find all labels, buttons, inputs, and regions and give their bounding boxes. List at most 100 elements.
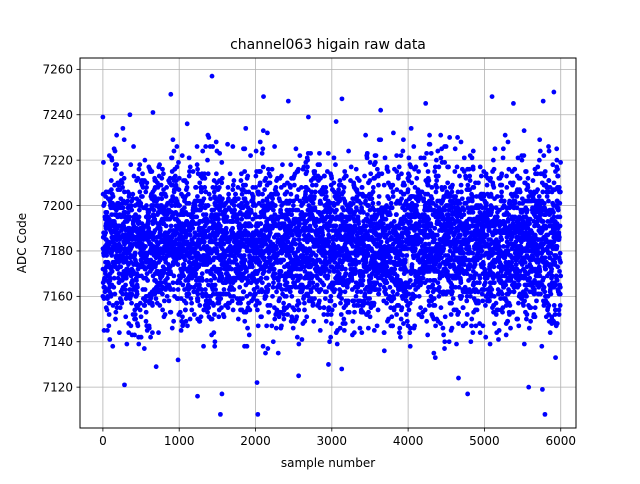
data-point [230, 187, 235, 192]
data-point [185, 323, 190, 328]
data-point [140, 194, 145, 199]
data-point [213, 287, 218, 292]
data-point [213, 237, 218, 242]
data-point [232, 203, 237, 208]
data-point [470, 199, 475, 204]
data-point [202, 239, 207, 244]
data-point [438, 155, 443, 160]
data-point [107, 337, 112, 342]
data-point [145, 278, 150, 283]
data-point [368, 314, 373, 319]
data-point [395, 292, 400, 297]
data-point [414, 176, 419, 181]
data-point [426, 217, 431, 222]
data-point [342, 328, 347, 333]
data-point [226, 196, 231, 201]
data-point [296, 308, 301, 313]
data-point [109, 187, 114, 192]
data-point [258, 180, 263, 185]
data-point [360, 283, 365, 288]
data-point [329, 321, 334, 326]
data-point [171, 287, 176, 292]
data-point [361, 278, 366, 283]
data-point [281, 258, 286, 263]
data-point [127, 215, 132, 220]
data-point [184, 180, 189, 185]
data-point [245, 326, 250, 331]
data-point [219, 305, 224, 310]
data-point [216, 314, 221, 319]
data-point [459, 140, 464, 145]
data-point [242, 253, 247, 258]
data-point [110, 344, 115, 349]
data-point [335, 342, 340, 347]
data-point [388, 212, 393, 217]
data-point [156, 330, 161, 335]
data-point [197, 319, 202, 324]
data-point [463, 321, 468, 326]
data-point [277, 314, 282, 319]
data-point [311, 301, 316, 306]
data-point [409, 126, 414, 131]
data-point [312, 194, 317, 199]
data-point [231, 308, 236, 313]
data-point [211, 303, 216, 308]
data-point [421, 196, 426, 201]
data-point [242, 319, 247, 324]
data-point [374, 153, 379, 158]
data-point [363, 133, 368, 138]
data-point [456, 310, 461, 315]
data-point [269, 323, 274, 328]
data-point [352, 298, 357, 303]
data-point [468, 178, 473, 183]
data-point [450, 226, 455, 231]
data-point [433, 355, 438, 360]
data-point [365, 151, 370, 156]
data-point [162, 298, 167, 303]
data-point [284, 190, 289, 195]
data-point [258, 140, 263, 145]
data-point [247, 333, 252, 338]
data-point [422, 155, 427, 160]
data-point [459, 190, 464, 195]
data-point [457, 201, 462, 206]
data-point [101, 160, 106, 165]
data-point [138, 201, 143, 206]
data-point [225, 215, 230, 220]
data-point [136, 342, 141, 347]
data-point [372, 301, 377, 306]
data-point [122, 176, 127, 181]
data-point [420, 314, 425, 319]
data-point [164, 224, 169, 229]
data-point [194, 185, 199, 190]
data-point [375, 323, 380, 328]
data-point [297, 301, 302, 306]
data-point [266, 310, 271, 315]
data-point [133, 317, 138, 322]
data-point [211, 330, 216, 335]
data-point [250, 264, 255, 269]
data-point [394, 169, 399, 174]
data-point [389, 201, 394, 206]
data-point [180, 283, 185, 288]
data-point [329, 176, 334, 181]
data-point [404, 312, 409, 317]
data-point [296, 373, 301, 378]
data-point [120, 180, 125, 185]
data-point [458, 233, 463, 238]
data-point [180, 153, 185, 158]
data-point [197, 180, 202, 185]
data-point [357, 178, 362, 183]
data-point [354, 167, 359, 172]
data-point [339, 296, 344, 301]
data-point [471, 210, 476, 215]
data-point [354, 294, 359, 299]
data-point [465, 312, 470, 317]
data-point [232, 208, 237, 213]
data-point [343, 321, 348, 326]
data-point [326, 228, 331, 233]
data-point [445, 180, 450, 185]
data-point [237, 285, 242, 290]
data-point [413, 246, 418, 251]
data-point [275, 192, 280, 197]
